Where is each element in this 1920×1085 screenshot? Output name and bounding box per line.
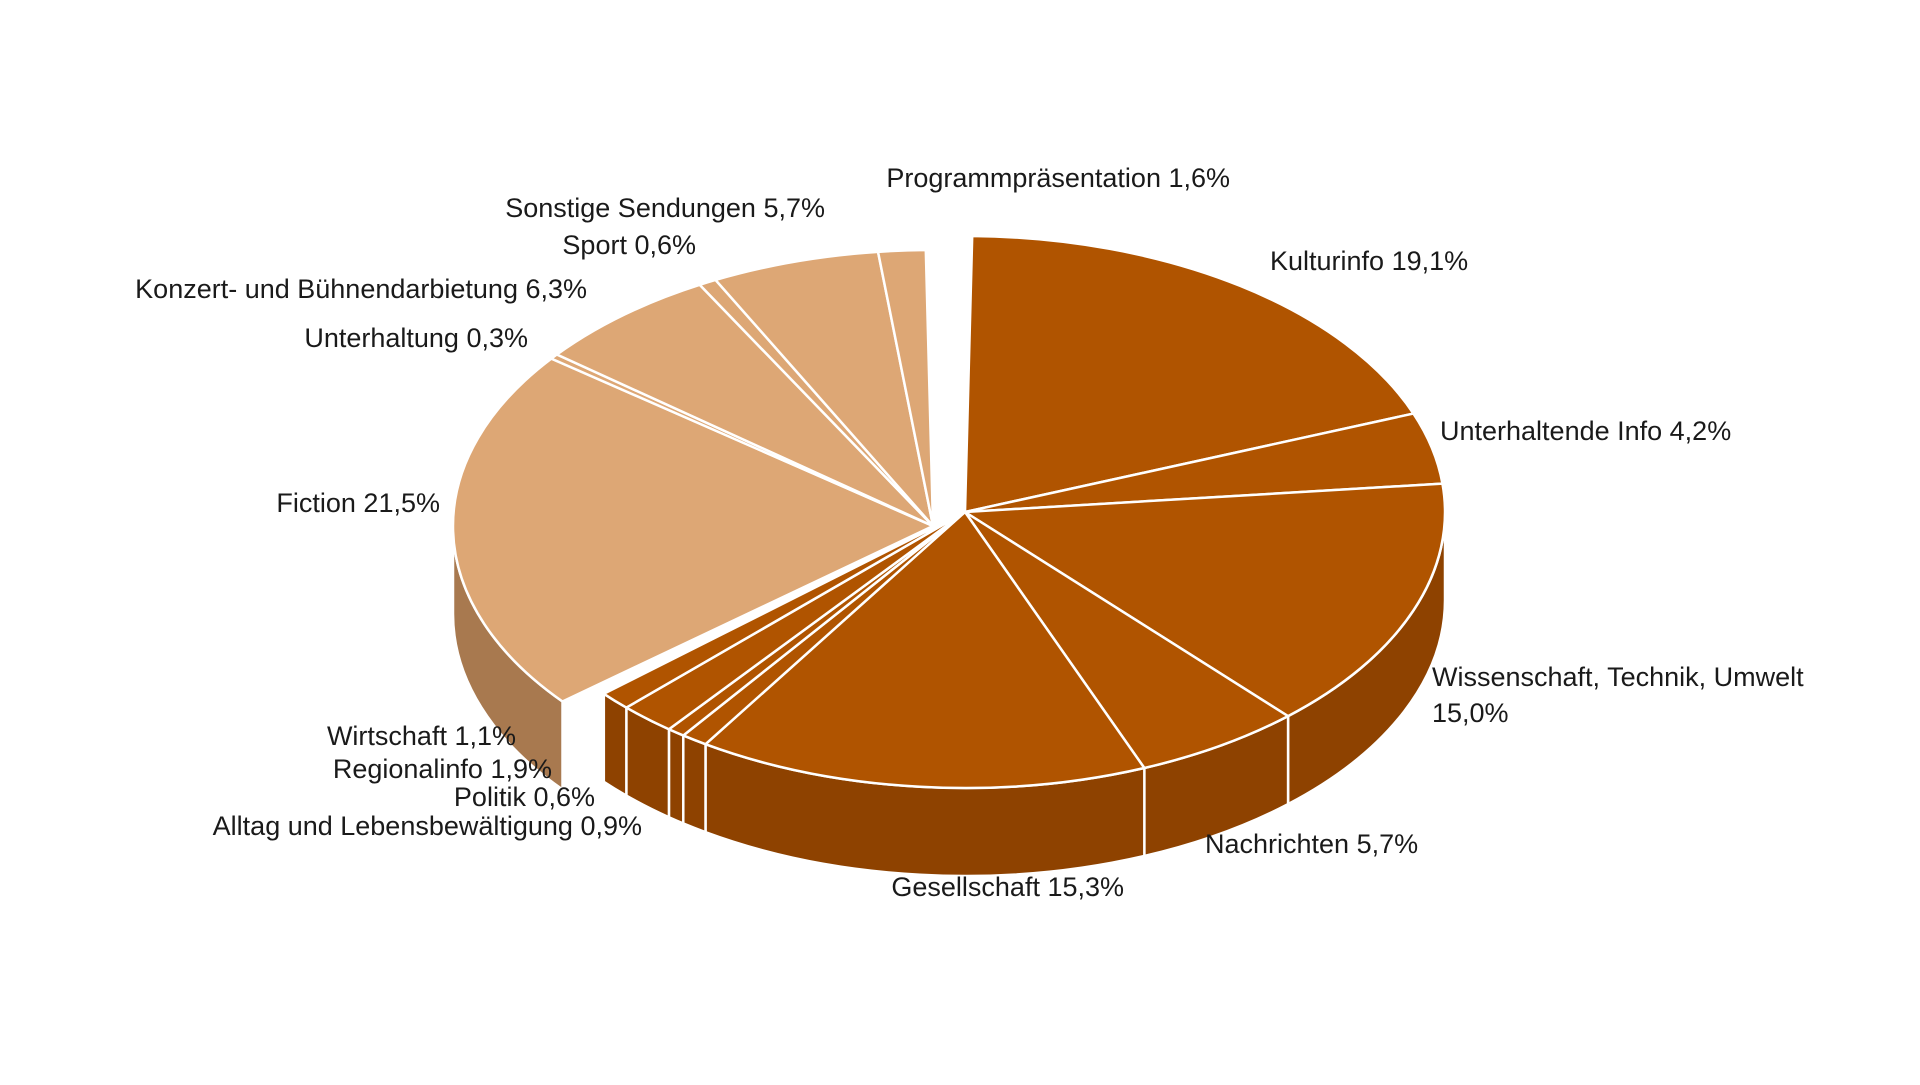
pie-slice-label: Fiction 21,5% — [276, 488, 440, 518]
pie-slice-label: Gesellschaft 15,3% — [891, 872, 1124, 902]
pie-slice — [963, 234, 1415, 514]
pie-slice-side — [682, 733, 707, 834]
pie-slice-label: Politik 0,6% — [454, 782, 595, 812]
pie-slice-side — [667, 727, 685, 826]
pie-slice-label: Wissenschaft, Technik, Umwelt 15,0% — [1432, 662, 1804, 728]
pie-slice-label: Unterhaltung 0,3% — [304, 323, 528, 353]
pie-tops — [451, 234, 1447, 790]
pie-slice-label: Konzert- und Bühnendarbietung 6,3% — [135, 274, 587, 304]
pie-slice-side — [602, 691, 628, 798]
pie-slice-label: Programmpräsentation 1,6% — [886, 163, 1230, 193]
pie-slice — [963, 482, 1447, 718]
pie-slice-label: Alltag und Lebensbewältigung 0,9% — [213, 811, 642, 841]
pie-slice — [714, 250, 935, 528]
pie-slice — [704, 510, 1146, 790]
pie-slice — [602, 510, 967, 709]
pie-slice-label: Unterhaltende Info 4,2% — [1440, 416, 1731, 446]
pie-slice-label: Kulturinfo 19,1% — [1270, 246, 1468, 276]
pie-slice — [451, 357, 935, 703]
pie-slice-label: Sport 0,6% — [562, 230, 696, 260]
pie-labels: Kulturinfo 19,1% Unterhaltende Info 4,2% W… — [135, 163, 1804, 902]
pie-slice — [876, 248, 935, 528]
pie-slice-label: Sonstige Sendungen 5,7% — [505, 193, 825, 223]
pie-slice-label: Nachrichten 5,7% — [1205, 829, 1418, 859]
pie-slice — [963, 510, 1290, 770]
pie-slice-label: Regionalinfo 1,9% — [333, 754, 552, 784]
pie-slice — [555, 283, 935, 528]
pie-slice-label: Wirtschaft 1,1% — [327, 721, 516, 751]
